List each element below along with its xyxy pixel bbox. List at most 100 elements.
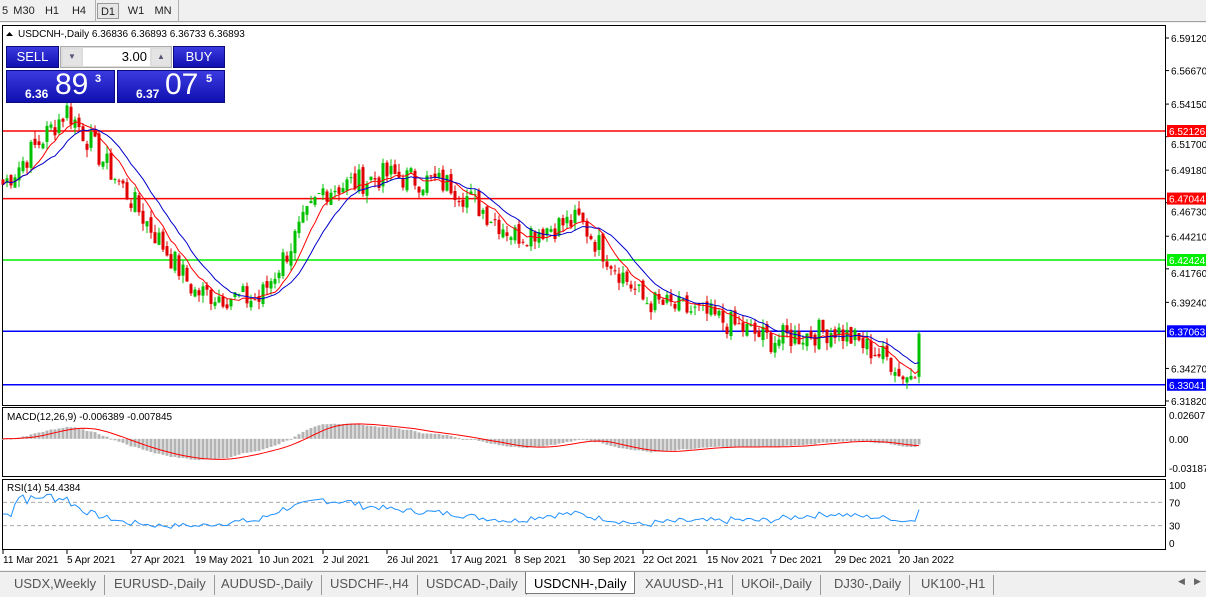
tf-m5[interactable]: 5: [1, 5, 9, 17]
tab-uk100[interactable]: UK100-,H1: [913, 575, 995, 595]
macd-histogram-bar: [357, 423, 361, 439]
macd-histogram-bar: [29, 434, 33, 439]
candle-body: [445, 175, 449, 191]
tf-w1[interactable]: W1: [127, 5, 145, 17]
candle-body: [573, 209, 577, 224]
candle-body: [385, 162, 389, 177]
macd-histogram-bar: [641, 438, 645, 452]
tab-usdcad[interactable]: USDCAD-,Daily: [418, 575, 527, 595]
macd-histogram-bar: [905, 438, 909, 447]
chart-canvas[interactable]: 6.59120 6.56670 6.54150 6.51700 6.49180 6.467…: [0, 23, 1206, 570]
tab-usdcnh[interactable]: USDCNH-,Daily: [525, 572, 636, 594]
macd-histogram-bar: [393, 427, 397, 439]
macd-histogram-bar: [441, 434, 445, 439]
buy-button[interactable]: BUY: [173, 46, 225, 68]
macd-histogram-bar: [117, 438, 121, 442]
candle-body: [109, 152, 113, 180]
macd-histogram-bar: [277, 438, 281, 445]
tab-usdx[interactable]: USDX,Weekly: [6, 575, 106, 595]
macd-histogram-bar: [577, 438, 581, 440]
macd-histogram-bar: [61, 428, 65, 439]
macd-histogram-bar: [413, 431, 417, 439]
date-axis-label: 8 Sep 2021: [515, 555, 567, 566]
macd-histogram-bar: [65, 426, 69, 439]
candle-body: [9, 175, 13, 186]
candle-body: [293, 231, 297, 254]
macd-label: MACD(12,26,9) -0.006389 -0.007845: [7, 412, 173, 423]
candle-body: [233, 292, 237, 298]
candle-body: [141, 210, 145, 224]
tf-m30[interactable]: M30: [13, 5, 35, 17]
candle-body: [689, 311, 693, 313]
tab-eurusd[interactable]: EURUSD-,Daily: [106, 575, 215, 595]
macd-histogram-bar: [557, 438, 561, 444]
candle-body: [801, 342, 805, 345]
sell-price-point: 3: [95, 73, 102, 85]
tab-scroll-left-icon[interactable]: ◀: [1178, 576, 1185, 586]
macd-histogram-bar: [325, 424, 329, 439]
candle-body: [457, 201, 461, 203]
candle-body: [629, 284, 633, 289]
macd-histogram-bar: [429, 433, 433, 439]
tf-h1[interactable]: H1: [44, 5, 60, 17]
sell-price-big: 89: [55, 68, 89, 101]
sell-price[interactable]: 6.36 89 3: [6, 68, 115, 103]
candle-body: [189, 284, 193, 294]
rsi-axis-label: 70: [1169, 498, 1181, 509]
candle-body: [349, 177, 353, 179]
candle-body: [301, 211, 305, 223]
macd-histogram-bar: [365, 425, 369, 439]
macd-histogram-bar: [697, 438, 701, 449]
macd-histogram-bar: [721, 438, 725, 447]
buy-price[interactable]: 6.37 07 5: [117, 68, 225, 103]
tab-ukoil[interactable]: UKOil-,Daily: [733, 575, 821, 595]
macd-histogram-bar: [533, 438, 537, 448]
candle-body: [261, 284, 265, 305]
lot-input[interactable]: 3.00: [83, 48, 150, 66]
candle-body: [25, 162, 29, 168]
macd-histogram-bar: [185, 438, 189, 459]
candle-body: [697, 303, 701, 306]
lot-decrease-icon[interactable]: ▼: [63, 49, 81, 65]
lot-stepper[interactable]: ▼ 3.00 ▲: [60, 46, 172, 68]
candle-body: [813, 334, 817, 346]
macd-histogram-bar: [741, 438, 745, 448]
candle-body: [333, 190, 337, 193]
tf-mn[interactable]: MN: [154, 5, 172, 17]
lot-increase-icon[interactable]: ▲: [152, 49, 170, 65]
tf-h4[interactable]: H4: [71, 5, 87, 17]
macd-histogram-bar: [145, 438, 149, 451]
candle-body: [581, 212, 585, 222]
candle-body: [837, 327, 841, 335]
macd-histogram-bar: [301, 431, 305, 439]
candle-body: [421, 189, 425, 196]
candle-body: [525, 245, 529, 247]
macd-histogram-bar: [917, 438, 921, 445]
candle-body: [785, 325, 789, 334]
chart-window[interactable]: 6.59120 6.56670 6.54150 6.51700 6.49180 6.467…: [0, 23, 1206, 570]
collapse-triangle-icon[interactable]: [6, 32, 13, 36]
tab-xauusd[interactable]: XAUUSD-,H1: [637, 575, 733, 595]
candle-body: [173, 251, 177, 271]
macd-histogram-bar: [761, 438, 765, 447]
candle-body: [885, 345, 889, 357]
candle-body: [241, 286, 245, 293]
macd-histogram-bar: [257, 438, 261, 451]
macd-histogram-bar: [373, 426, 377, 439]
macd-histogram-bar: [385, 427, 389, 439]
macd-histogram-bar: [241, 438, 245, 454]
price-axis-label: 6.56670: [1171, 67, 1206, 78]
tab-scroll-right-icon[interactable]: ▶: [1194, 576, 1201, 586]
candle-body: [685, 295, 689, 313]
tab-dj30[interactable]: DJ30-,Daily: [826, 575, 911, 595]
tab-usdchf[interactable]: USDCHF-,H4: [322, 575, 418, 595]
candle-body: [405, 170, 409, 191]
tf-d1[interactable]: D1: [97, 3, 119, 19]
macd-histogram-bar: [101, 435, 105, 439]
tab-audusd[interactable]: AUDUSD-,Daily: [213, 575, 322, 595]
one-click-trading-panel: SELL ▼ 3.00 ▲ BUY 6.36 89 3 6.37 07 5: [6, 46, 225, 103]
candle-body: [153, 232, 157, 244]
sell-button[interactable]: SELL: [6, 46, 59, 68]
macd-histogram-bar: [685, 438, 689, 450]
macd-histogram-bar: [389, 427, 393, 439]
